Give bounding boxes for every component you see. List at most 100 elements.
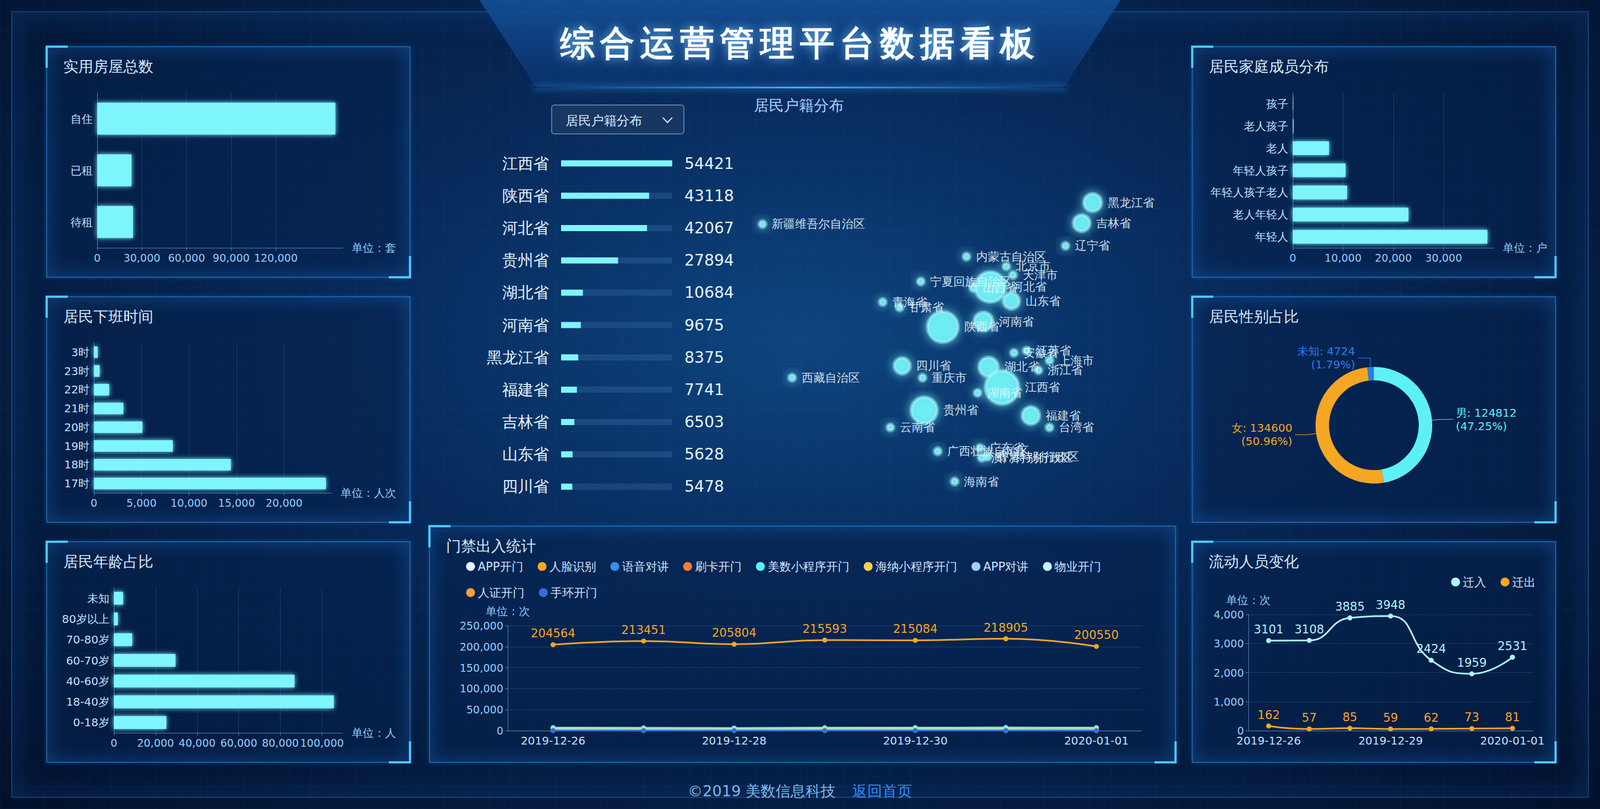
svg-text:2019-12-29: 2019-12-29 <box>1358 733 1423 748</box>
svg-text:8375: 8375 <box>684 348 724 367</box>
svg-text:APP开门: APP开门 <box>477 560 524 574</box>
svg-text:59: 59 <box>1383 711 1399 725</box>
svg-text:2019-12-30: 2019-12-30 <box>882 733 948 748</box>
svg-text:9675: 9675 <box>684 316 724 335</box>
svg-text:40-60岁: 40-60岁 <box>66 674 110 688</box>
svg-text:老人: 老人 <box>1266 141 1289 155</box>
svg-text:60-70岁: 60-70岁 <box>66 653 110 668</box>
svg-text:老人年轻人: 老人年轻人 <box>1232 207 1289 222</box>
svg-text:手环开门: 手环开门 <box>550 586 598 600</box>
svg-text:贵州省: 贵州省 <box>502 251 549 270</box>
svg-text:山西省: 山西省 <box>982 281 1018 295</box>
svg-text:陕西省: 陕西省 <box>502 186 549 205</box>
svg-text:河南省: 河南省 <box>998 315 1034 329</box>
svg-text:162: 162 <box>1257 708 1280 722</box>
svg-text:2019-12-28: 2019-12-28 <box>701 733 767 748</box>
svg-text:3时: 3时 <box>71 345 90 359</box>
svg-text:1959: 1959 <box>1457 656 1487 670</box>
svg-text:3948: 3948 <box>1375 598 1405 612</box>
svg-text:4,000: 4,000 <box>1213 608 1244 621</box>
svg-text:40,000: 40,000 <box>178 736 216 749</box>
svg-text:迁出: 迁出 <box>1512 575 1536 589</box>
svg-text:0: 0 <box>93 251 101 264</box>
svg-text:5478: 5478 <box>684 477 724 496</box>
svg-text:17时: 17时 <box>64 476 90 490</box>
svg-text:2,000: 2,000 <box>1213 666 1244 679</box>
svg-text:APP对讲: APP对讲 <box>983 560 1029 574</box>
svg-text:50,000: 50,000 <box>466 703 504 716</box>
svg-text:单位：次: 单位：次 <box>485 604 530 618</box>
svg-text:江西省: 江西省 <box>1025 380 1060 394</box>
svg-text:人脸识别: 人脸识别 <box>549 560 597 574</box>
svg-text:62: 62 <box>1423 711 1439 725</box>
svg-text:0: 0 <box>496 724 504 737</box>
svg-text:200550: 200550 <box>1073 628 1119 642</box>
svg-text:河北省: 河北省 <box>502 218 549 238</box>
svg-text:居民家庭成员分布: 居民家庭成员分布 <box>1208 57 1329 75</box>
svg-text:2020-01-01: 2020-01-01 <box>1063 733 1129 748</box>
svg-text:居民性别占比: 居民性别占比 <box>1208 307 1299 325</box>
svg-text:43118: 43118 <box>684 186 734 205</box>
svg-text:美数小程序开门: 美数小程序开门 <box>767 560 850 574</box>
svg-text:20,000: 20,000 <box>265 496 303 509</box>
svg-text:居民年龄占比: 居民年龄占比 <box>63 552 154 570</box>
svg-text:3885: 3885 <box>1335 600 1365 614</box>
svg-text:20,000: 20,000 <box>1375 251 1412 264</box>
svg-text:四川省: 四川省 <box>502 477 549 496</box>
svg-text:90,000: 90,000 <box>212 251 250 264</box>
svg-text:0: 0 <box>1289 251 1297 264</box>
svg-text:湖北省: 湖北省 <box>1004 360 1040 374</box>
svg-text:3,000: 3,000 <box>1213 637 1244 650</box>
svg-text:海纳小程序开门: 海纳小程序开门 <box>875 560 958 574</box>
svg-text:30,000: 30,000 <box>1425 251 1462 264</box>
svg-text:黑龙江省: 黑龙江省 <box>486 348 549 367</box>
svg-text:物业开门: 物业开门 <box>1054 560 1102 574</box>
svg-text:江西省: 江西省 <box>502 154 549 173</box>
svg-text:22时: 22时 <box>64 382 90 397</box>
svg-text:甘肃省: 甘肃省 <box>908 300 944 314</box>
svg-text:刷卡开门: 刷卡开门 <box>695 560 742 574</box>
svg-text:四川省: 四川省 <box>916 358 952 373</box>
svg-text:6503: 6503 <box>684 412 724 432</box>
svg-text:60,000: 60,000 <box>167 251 205 264</box>
svg-text:54421: 54421 <box>684 154 734 173</box>
svg-text:湖南省: 湖南省 <box>987 386 1023 400</box>
svg-text:23时: 23时 <box>64 364 90 378</box>
svg-text:吉林省: 吉林省 <box>502 412 549 432</box>
svg-text:3108: 3108 <box>1294 622 1324 637</box>
svg-text:215593: 215593 <box>802 622 847 636</box>
svg-text:2019-12-26: 2019-12-26 <box>520 733 585 748</box>
svg-text:0-18岁: 0-18岁 <box>73 715 110 729</box>
svg-text:新疆维吾尔自治区: 新疆维吾尔自治区 <box>771 217 865 231</box>
svg-text:待租: 待租 <box>70 215 93 229</box>
svg-text:2020-01-01: 2020-01-01 <box>1480 733 1545 748</box>
svg-text:100,000: 100,000 <box>300 736 344 749</box>
svg-text:150,000: 150,000 <box>459 661 504 674</box>
svg-text:73: 73 <box>1464 710 1480 724</box>
svg-text:重庆市: 重庆市 <box>931 371 967 385</box>
svg-text:21时: 21时 <box>64 401 90 415</box>
svg-text:河南省: 河南省 <box>502 316 549 335</box>
svg-text:浙江省: 浙江省 <box>1047 363 1083 377</box>
svg-text:27894: 27894 <box>684 251 734 270</box>
svg-text:7741: 7741 <box>684 380 724 399</box>
svg-text:0: 0 <box>90 496 98 509</box>
svg-text:20,000: 20,000 <box>137 736 174 749</box>
svg-text:年轻人孩子: 年轻人孩子 <box>1232 163 1289 178</box>
svg-text:10684: 10684 <box>684 283 734 302</box>
svg-text:5628: 5628 <box>684 445 724 464</box>
svg-text:2424: 2424 <box>1416 642 1446 656</box>
svg-text:单位：套: 单位：套 <box>351 241 397 255</box>
svg-text:湖北省: 湖北省 <box>502 283 549 302</box>
svg-text:10,000: 10,000 <box>170 496 208 509</box>
svg-text:云南省: 云南省 <box>900 420 935 434</box>
svg-text:年轻人孩子老人: 年轻人孩子老人 <box>1210 185 1289 199</box>
svg-text:19时: 19时 <box>64 439 90 453</box>
svg-text:已租: 已租 <box>70 163 93 178</box>
svg-text:205804: 205804 <box>711 626 757 640</box>
svg-text:57: 57 <box>1301 711 1317 725</box>
svg-text:20时: 20时 <box>64 420 90 434</box>
svg-text:福建省: 福建省 <box>1045 408 1081 423</box>
svg-text:未知: 4724: 未知: 4724 <box>1297 344 1355 358</box>
svg-text:30,000: 30,000 <box>123 251 160 264</box>
